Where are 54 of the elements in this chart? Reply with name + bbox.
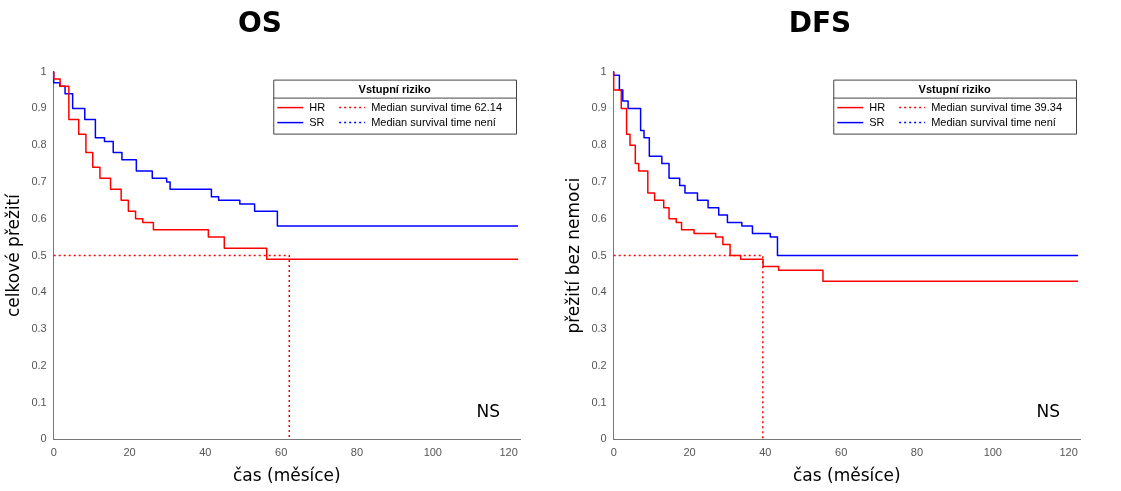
y-tick-label: 0.6	[31, 211, 47, 224]
y-tick-label: 0.5	[591, 248, 607, 261]
y-tick-label: 0.4	[31, 285, 47, 298]
y-tick-label: 0.8	[591, 138, 607, 151]
legend-label: SR	[309, 115, 325, 128]
x-tick-label: 100	[423, 446, 442, 459]
y-tick-label: 0.7	[591, 174, 607, 187]
x-tick-label: 0	[50, 446, 57, 459]
y-tick-label: 0.2	[31, 358, 47, 371]
legend-label: Median survival time 39.34	[931, 100, 1062, 113]
x-tick-label: 80	[350, 446, 364, 459]
x-tick-label: 100	[983, 446, 1002, 459]
x-tick-label: 20	[123, 446, 136, 459]
x-tick-label: 60	[275, 446, 288, 459]
legend-label: Median survival time není	[931, 115, 1056, 128]
y-tick-label: 0.7	[31, 174, 47, 187]
y-tick-label: 0.9	[591, 101, 607, 114]
legend-label: SR	[869, 115, 885, 128]
chart-title: DFS	[788, 6, 852, 40]
legend-title: Vstupní riziko	[358, 82, 431, 95]
y-tick-label: 0.3	[591, 322, 607, 335]
x-tick-label: 80	[910, 446, 924, 459]
x-tick-label: 40	[199, 446, 212, 459]
y-axis-title: přežití bez nemoci	[562, 177, 583, 334]
legend-label: Median survival time 62.14	[371, 100, 502, 113]
y-tick-label: 0	[600, 432, 607, 445]
legend-label: HR	[869, 100, 886, 113]
x-axis-title: čas (měsíce)	[792, 465, 901, 486]
legend-title: Vstupní riziko	[918, 82, 991, 95]
x-tick-label: 120	[499, 446, 518, 459]
y-tick-label: 0.9	[31, 101, 47, 114]
y-axis-title: celkové přežití	[2, 192, 23, 317]
y-tick-label: 0.1	[31, 395, 47, 408]
x-tick-label: 60	[835, 446, 848, 459]
x-tick-label: 20	[683, 446, 696, 459]
y-tick-label: 0.5	[31, 248, 47, 261]
y-tick-label: 0.2	[591, 358, 607, 371]
x-tick-label: 0	[610, 446, 617, 459]
annotation: NS	[476, 401, 500, 422]
legend-label: HR	[309, 100, 326, 113]
x-tick-label: 40	[759, 446, 772, 459]
annotation: NS	[1036, 401, 1060, 422]
legend-label: Median survival time není	[371, 115, 496, 128]
y-tick-label: 0.6	[591, 211, 607, 224]
y-tick-label: 1	[600, 64, 607, 77]
y-tick-label: 0.3	[31, 322, 47, 335]
chart-title: OS	[238, 6, 282, 40]
y-tick-label: 0.4	[591, 285, 607, 298]
y-tick-label: 0.1	[591, 395, 607, 408]
y-tick-label: 1	[40, 64, 47, 77]
y-tick-label: 0.8	[31, 138, 47, 151]
y-tick-label: 0	[40, 432, 47, 445]
x-tick-label: 120	[1059, 446, 1078, 459]
x-axis-title: čas (měsíce)	[232, 465, 341, 486]
